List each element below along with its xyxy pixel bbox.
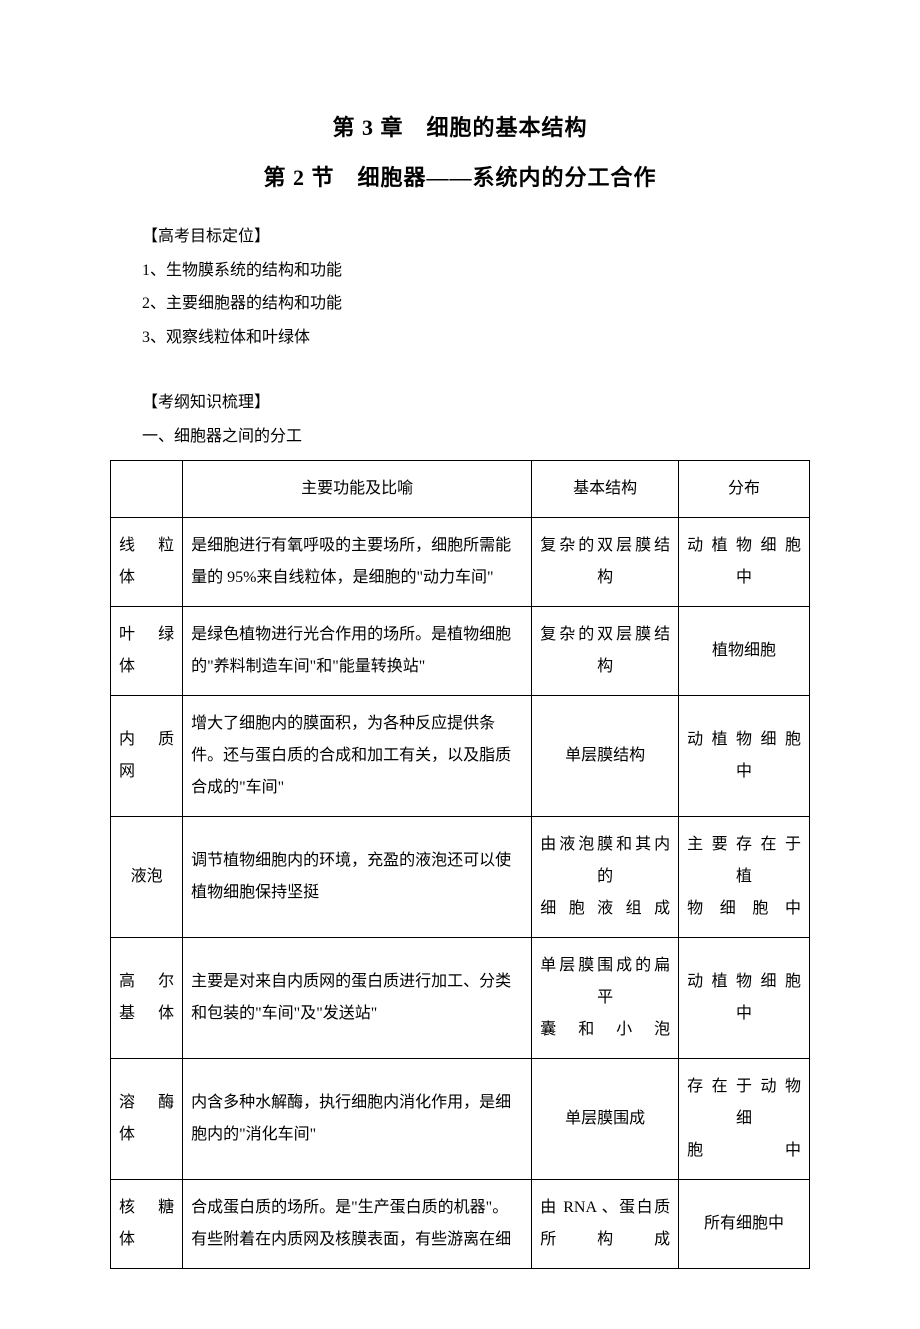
header-func: 主要功能及比喻 [183,460,532,517]
cell-func: 主要是对来自内质网的蛋白质进行加工、分类和包装的"车间"及"发送站" [183,937,532,1058]
section-title: 第 2 节 细胞器——系统内的分工合作 [110,160,810,192]
cell-func: 合成蛋白质的场所。是"生产蛋白质的机器"。有些附着在内质网及核膜表面，有些游离在… [183,1179,532,1268]
table-row: 叶绿体 是绿色植物进行光合作用的场所。是植物细胞的"养料制造车间"和"能量转换站… [111,606,810,695]
table-row: 内质网 增大了细胞内的膜面积，为各种反应提供条件。还与蛋白质的合成和加工有关，以… [111,695,810,816]
header-dist: 分布 [679,460,810,517]
header-struct: 基本结构 [532,460,679,517]
cell-func: 内含多种水解酶，执行细胞内消化作用，是细胞内的"消化车间" [183,1058,532,1179]
cell-name: 溶酶体 [111,1058,183,1179]
cell-dist: 动植物细胞中 [679,937,810,1058]
cell-name: 线粒体 [111,517,183,606]
section1-heading: 【高考目标定位】 [110,220,810,254]
cell-name: 核糖体 [111,1179,183,1268]
chapter-title: 第 3 章 细胞的基本结构 [110,110,810,142]
cell-struct: 单层膜围成的扁平囊和小泡 [532,937,679,1058]
cell-struct: 由液泡膜和其内的细胞液组成 [532,816,679,937]
cell-struct: 复杂的双层膜结构 [532,517,679,606]
section1-item: 1、生物膜系统的结构和功能 [110,254,810,288]
cell-name: 叶绿体 [111,606,183,695]
cell-dist: 主要存在于植物细胞中 [679,816,810,937]
section2-heading: 【考纲知识梳理】 [110,386,810,420]
document-page: 第 3 章 细胞的基本结构 第 2 节 细胞器——系统内的分工合作 【高考目标定… [0,0,920,1329]
cell-struct: 复杂的双层膜结构 [532,606,679,695]
cell-func: 调节植物细胞内的环境，充盈的液泡还可以使植物细胞保持坚挺 [183,816,532,937]
cell-dist: 所有细胞中 [679,1179,810,1268]
table-row: 线粒体 是细胞进行有氧呼吸的主要场所，细胞所需能量的 95%来自线粒体，是细胞的… [111,517,810,606]
cell-struct: 单层膜围成 [532,1058,679,1179]
table-row: 核糖体 合成蛋白质的场所。是"生产蛋白质的机器"。有些附着在内质网及核膜表面，有… [111,1179,810,1268]
table-row: 液泡 调节植物细胞内的环境，充盈的液泡还可以使植物细胞保持坚挺 由液泡膜和其内的… [111,816,810,937]
cell-struct: 单层膜结构 [532,695,679,816]
cell-struct: 由 RNA 、蛋白质所构成 [532,1179,679,1268]
cell-dist: 动植物细胞中 [679,695,810,816]
cell-dist: 存在于动物细胞中 [679,1058,810,1179]
cell-func: 增大了细胞内的膜面积，为各种反应提供条件。还与蛋白质的合成和加工有关，以及脂质合… [183,695,532,816]
table-header-row: 主要功能及比喻 基本结构 分布 [111,460,810,517]
cell-func: 是绿色植物进行光合作用的场所。是植物细胞的"养料制造车间"和"能量转换站" [183,606,532,695]
header-name [111,460,183,517]
cell-name: 液泡 [111,816,183,937]
cell-func: 是细胞进行有氧呼吸的主要场所，细胞所需能量的 95%来自线粒体，是细胞的"动力车… [183,517,532,606]
section1-item: 3、观察线粒体和叶绿体 [110,321,810,355]
organelle-table: 主要功能及比喻 基本结构 分布 线粒体 是细胞进行有氧呼吸的主要场所，细胞所需能… [110,460,810,1269]
cell-name: 内质网 [111,695,183,816]
cell-dist: 植物细胞 [679,606,810,695]
table-row: 高尔基体 主要是对来自内质网的蛋白质进行加工、分类和包装的"车间"及"发送站" … [111,937,810,1058]
table-row: 溶酶体 内含多种水解酶，执行细胞内消化作用，是细胞内的"消化车间" 单层膜围成 … [111,1058,810,1179]
section1-item: 2、主要细胞器的结构和功能 [110,287,810,321]
cell-name: 高尔基体 [111,937,183,1058]
section2-sub: 一、细胞器之间的分工 [110,420,810,454]
cell-dist: 动植物细胞中 [679,517,810,606]
